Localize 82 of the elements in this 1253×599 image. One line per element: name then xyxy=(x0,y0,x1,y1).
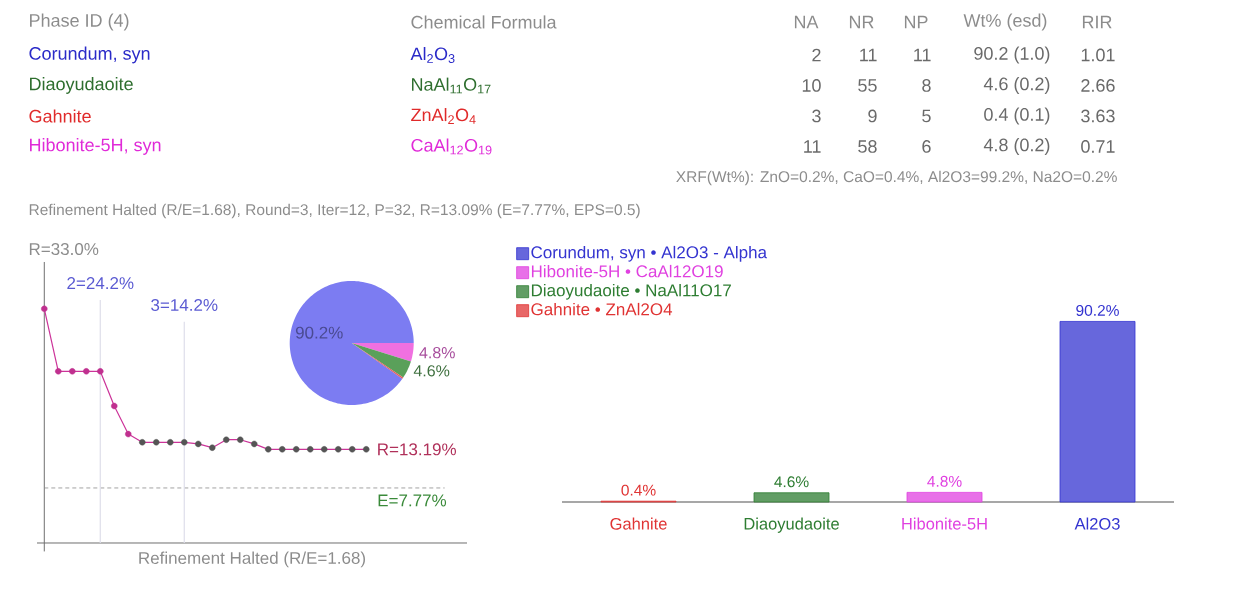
point xyxy=(237,436,244,443)
text: 11 xyxy=(804,140,821,153)
point xyxy=(55,368,62,375)
text: Corundum, syn xyxy=(29,46,150,64)
text: 0.4 (0.1) xyxy=(984,107,1050,125)
text: NaAl$_{11}$O$_{17}$ xyxy=(412,77,491,94)
point xyxy=(321,446,328,453)
data-label: 90.2% xyxy=(1076,304,1119,316)
text: 9 xyxy=(868,109,877,123)
point xyxy=(279,446,286,453)
point xyxy=(209,444,216,451)
text: 11 xyxy=(914,48,931,62)
data-label: 4.8% xyxy=(927,475,962,487)
text: 4.8 (0.2) xyxy=(983,138,1050,155)
x-tick-label: Diaoyudaoite xyxy=(744,517,839,533)
text: 11 xyxy=(860,48,877,62)
legend-label: Gahnite • ZnAl2O4 xyxy=(531,302,673,316)
text: CaAl$_{12}$O$_{19}$ xyxy=(411,138,492,155)
text: 8 xyxy=(922,79,931,92)
legend-label: Hibonite-5H • CaAl12O19 xyxy=(531,264,723,278)
point xyxy=(181,439,188,446)
point xyxy=(167,439,174,446)
data-label: 90.2% xyxy=(295,326,343,339)
legend-label: Corundum, syn • Al2O3 - Alpha xyxy=(531,245,768,262)
point xyxy=(139,439,146,446)
point xyxy=(83,368,90,375)
point xyxy=(153,439,160,446)
category-label: NR xyxy=(849,15,874,29)
point xyxy=(223,436,230,443)
text: R=33.0% xyxy=(29,243,99,256)
text: 2 xyxy=(812,48,821,62)
point xyxy=(265,446,272,453)
x-axis-title: Refinement Halted (R/E=1.68) xyxy=(139,551,366,568)
text: 0.71 xyxy=(1081,140,1115,153)
text: 6 xyxy=(922,140,931,153)
point xyxy=(41,305,48,313)
point xyxy=(349,446,356,453)
text: R=13.19% xyxy=(378,443,456,456)
text: Hibonite-5H, syn xyxy=(30,138,161,155)
data-label: 0.4% xyxy=(621,484,656,496)
text: 90.2 (1.0) xyxy=(974,46,1050,64)
text: 55 xyxy=(858,79,877,92)
point xyxy=(195,440,202,448)
text: Al$_{2}$O$_{3}$ xyxy=(410,46,455,63)
text: E=7.77% xyxy=(378,494,447,507)
category-label: Phase ID (4) xyxy=(30,13,129,31)
point xyxy=(111,402,118,410)
category-label: Chemical Formula xyxy=(411,15,557,29)
point xyxy=(293,446,300,453)
legend-label: Diaoyudaoite • NaAl11O17 xyxy=(531,283,731,300)
annotation: 3=14.2% xyxy=(151,298,218,312)
point xyxy=(251,440,258,448)
point xyxy=(363,446,370,453)
text: XRF(Wt%): ZnO=0.2%, CaO=0.4%, Al2O3=99.2%, Na2O=0.2% xyxy=(676,170,1117,186)
text: 2.66 xyxy=(1081,79,1115,92)
text: 4.6 (0.2) xyxy=(983,77,1050,94)
point xyxy=(335,446,342,453)
point xyxy=(97,368,104,375)
category-label: RIR xyxy=(1082,15,1112,29)
data-label: 4.8% xyxy=(419,347,455,359)
point xyxy=(307,446,314,453)
text: 10 xyxy=(802,79,821,92)
point xyxy=(125,430,132,438)
category-label: NA xyxy=(794,15,819,29)
category-label: Wt% (esd) xyxy=(963,13,1047,31)
text: Gahnite xyxy=(29,109,91,123)
data-label: 4.6% xyxy=(774,476,809,488)
text: 2=24.2% xyxy=(67,277,134,290)
text: ZnAl$_{2}$O$_{4}$ xyxy=(411,108,476,124)
text: 3 xyxy=(812,109,821,123)
text: Diaoyudaoite xyxy=(30,77,133,94)
text: 1.01 xyxy=(1081,48,1115,62)
text: Refinement Halted (R/E=1.68), Round=3, Iter=12, P=32, R=13.09% (E=7.77%, EPS=0.5) xyxy=(29,203,640,219)
x-tick-label: Al2O3 xyxy=(1074,517,1120,530)
text: 5 xyxy=(922,109,931,123)
data-label: 4.6% xyxy=(413,365,450,377)
x-tick-label: Hibonite-5H xyxy=(902,517,987,530)
text: 58 xyxy=(858,140,877,153)
point xyxy=(69,368,76,375)
x-tick-label: Gahnite xyxy=(610,517,667,530)
text: 3.63 xyxy=(1081,109,1115,123)
category-label: NP xyxy=(904,15,928,29)
